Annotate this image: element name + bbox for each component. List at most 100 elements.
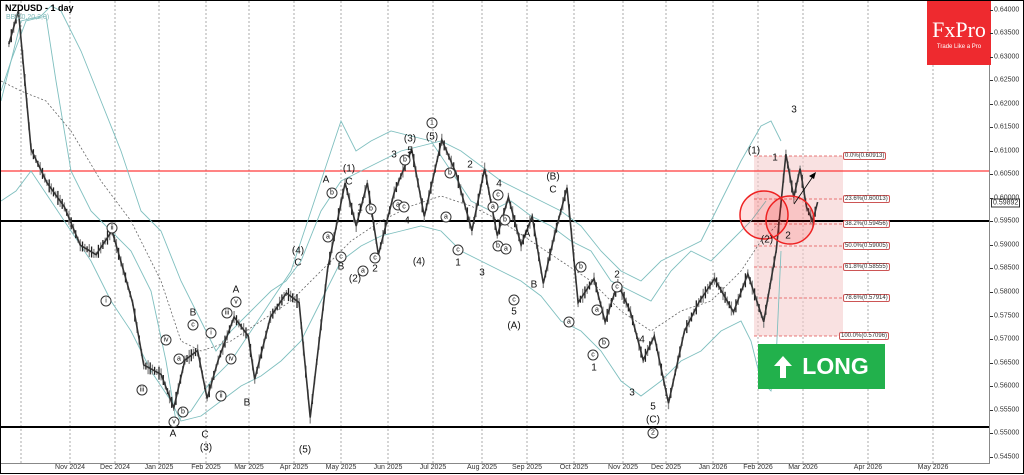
time-axis[interactable]: Nov 2024 Dec 2024 Jan 2025 Feb 2025 Mar … [1, 463, 989, 475]
wave-label: (5) [425, 131, 439, 143]
fib-zone [754, 156, 843, 336]
moving-average [1, 80, 782, 352]
wave-label: B [337, 261, 345, 273]
x-tick: Sep 2025 [512, 464, 542, 471]
fib-level-label: 50.0%(0.59005) [843, 242, 890, 250]
wave-label: B [189, 307, 197, 319]
x-tick: Dec 2025 [651, 464, 681, 471]
indicator-label: BB(20,20,2,0) [6, 14, 50, 21]
x-tick: Nov 2024 [55, 464, 85, 471]
wave-circle-label: 1 [426, 117, 438, 129]
wave-label: B [243, 397, 251, 409]
wave-label: 2 [372, 263, 378, 275]
logo-tagline: Trade Like a Pro [936, 44, 982, 50]
x-tick: Jan 2025 [144, 464, 174, 471]
wave-circle-label: b [499, 214, 511, 226]
y-tick: 0.56000 [994, 382, 1020, 390]
wave-label: (5) [298, 444, 312, 456]
wave-circle-label: c [335, 251, 347, 263]
x-tick: Aug 2025 [467, 464, 497, 471]
wave-label: (B) [546, 171, 560, 183]
x-tick: Oct 2025 [559, 464, 589, 471]
x-tick: Dec 2024 [100, 464, 130, 471]
wave-label: C [294, 257, 302, 269]
x-tick: Feb 2026 [743, 464, 773, 471]
wave-label: B [530, 279, 538, 291]
y-tick: 0.62500 [994, 76, 1020, 84]
y-tick: 0.59500 [994, 217, 1020, 225]
wave-label: 3 [479, 267, 485, 279]
wave-label: A [322, 174, 330, 186]
x-tick: May 2025 [325, 464, 357, 471]
signal-label: LONG [802, 353, 869, 379]
wave-2-highlight-circle [765, 195, 815, 245]
wave-circle-label: c [611, 281, 623, 293]
wave-circle-label: 2 [647, 427, 659, 439]
wave-circle-label: b [365, 203, 377, 215]
y-tick: 0.57000 [994, 335, 1020, 343]
wave-label: 2 [785, 230, 791, 242]
x-tick: May 2026 [917, 464, 949, 471]
y-tick: 0.59000 [994, 241, 1020, 249]
fib-level-label: 38.2%(0.59456) [843, 220, 890, 228]
price-chart [1, 1, 989, 463]
wave-circle-label: a [357, 265, 369, 277]
wave-label: 4 [496, 178, 502, 190]
wave-label: 4 [404, 215, 410, 227]
x-tick: Jun 2025 [373, 464, 403, 471]
x-tick: Apr 2026 [853, 464, 883, 471]
wave-label: 5 [650, 401, 656, 413]
y-tick: 0.56500 [994, 359, 1020, 367]
x-tick: Jul 2025 [419, 464, 447, 471]
x-tick: Nov 2025 [608, 464, 638, 471]
y-tick: 0.64000 [994, 6, 1020, 14]
long-signal-badge: LONG [758, 344, 885, 389]
y-tick: 0.58000 [994, 288, 1020, 296]
wave-circle-label: ii [215, 390, 227, 402]
wave-circle-label: c [369, 252, 381, 264]
wave-label: (C) [646, 414, 660, 426]
wave-label: 4 [639, 334, 645, 346]
wave-circle-label: b [575, 261, 587, 273]
wave-label: (2) [348, 273, 362, 285]
wave-circle-label: v [230, 296, 242, 308]
wave-label: C [345, 176, 353, 188]
wave-circle-label: c [508, 294, 520, 306]
wave-label: 2 [467, 159, 473, 171]
wave-label: A [232, 284, 240, 296]
wave-circle-label: c [398, 201, 410, 213]
current-price-label: 0.59892 [991, 198, 1021, 208]
wave-label: (4) [291, 245, 305, 257]
y-tick: 0.55000 [994, 429, 1020, 437]
fib-level-label: 23.6%(0.60013) [843, 195, 890, 203]
x-tick: Apr 2025 [279, 464, 309, 471]
arrow-up-icon [774, 355, 793, 378]
y-tick: 0.61500 [994, 123, 1020, 131]
wave-circle-label: a [322, 231, 334, 243]
wave-circle-label: a [591, 304, 603, 316]
y-tick: 0.63000 [994, 53, 1020, 61]
wave-label: 1 [591, 362, 597, 374]
chart-title: NZDUSD - 1 day [5, 3, 74, 13]
wave-label: (1) [747, 145, 761, 157]
wave-label: C [549, 184, 557, 196]
wave-label: 5 [407, 145, 413, 157]
price-axis[interactable]: 0.64000 0.63500 0.63000 0.62500 0.62000 … [990, 1, 1024, 463]
wave-label: (2) [760, 234, 774, 246]
x-tick: Jan 2026 [698, 464, 728, 471]
y-tick: 0.62000 [994, 100, 1020, 108]
wave-label: C [201, 429, 209, 441]
wave-label: (A) [507, 320, 521, 332]
x-tick: Mar 2026 [788, 464, 818, 471]
plot-area[interactable]: NZDUSD - 1 day BB(20,20,2,0) A C (3) B A… [1, 1, 991, 464]
wave-label: A [523, 228, 531, 240]
wave-label: (1) [342, 163, 356, 175]
y-tick: 0.57500 [994, 312, 1020, 320]
wave-label: 1 [772, 152, 778, 164]
y-tick: 0.54500 [994, 453, 1020, 461]
wave-label: 5 [511, 306, 517, 318]
projection-arrow [793, 174, 815, 205]
wave-circle-label: b [177, 406, 189, 418]
